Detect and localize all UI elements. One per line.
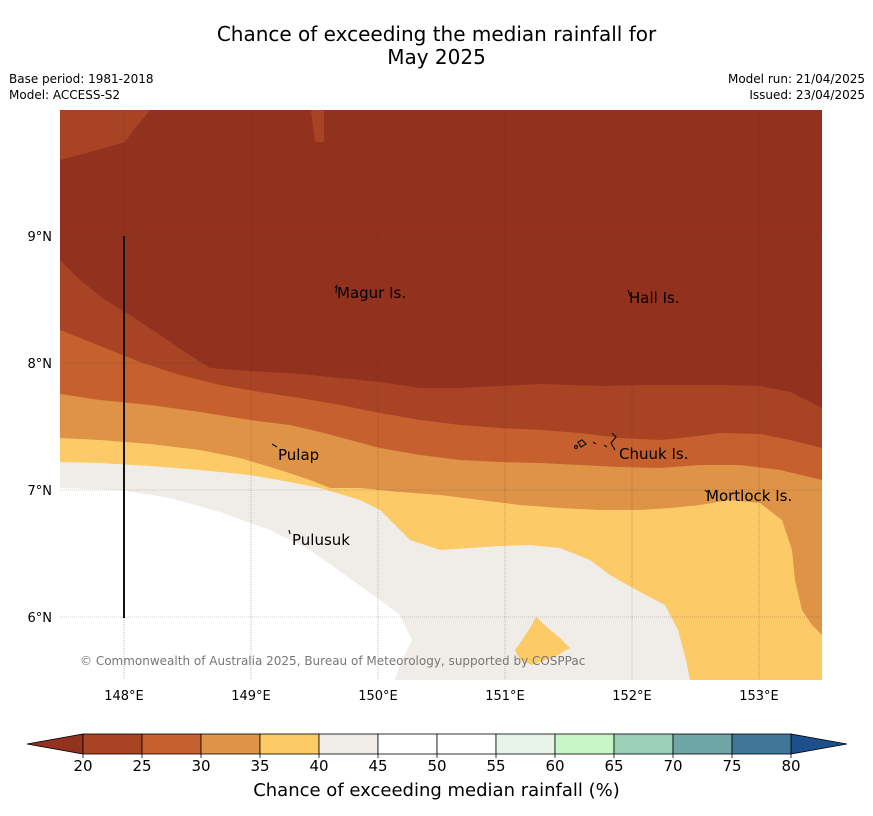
colorbar-segment [82,733,143,755]
colorbar-segment [259,733,320,755]
colorbar-tick-label: 70 [663,757,682,775]
colorbar-tick-label: 50 [427,757,446,775]
longitude-labels: 148°E 149°E 150°E 151°E 152°E 153°E [104,689,779,704]
colorbar-segment [672,733,733,755]
colorbar-segment [731,733,792,755]
band-35-40-blob [515,617,570,665]
lat-tick-label: 6°N [28,611,53,626]
map-title-line2: May 2025 [387,45,486,69]
colorbar-under-arrow [26,733,84,755]
band-45-50 [60,488,412,680]
place-label-chuuk: Chuuk Is. [619,445,688,463]
latitude-labels: 9°N 8°N 7°N 6°N [28,230,53,626]
base-period-text: Base period: 1981-2018 [9,72,154,86]
place-label-mortlock: Mortlock Is. [706,487,792,505]
lat-tick-label: 7°N [28,484,53,499]
band-20-25-corner [60,110,150,158]
metadata-right: Model run: 21/04/2025 Issued: 23/04/2025 [728,71,865,103]
colorbar-over-arrow [790,733,848,755]
colorbar-tick-label: 25 [132,757,151,775]
colorbar-tick-label: 30 [191,757,210,775]
lon-tick-label: 148°E [104,689,144,704]
colorbar-tick-label: 20 [73,757,92,775]
place-label-pulusuk: Pulusuk [292,531,350,549]
place-label-hall: Hall Is. [629,289,680,307]
colorbar-segment [495,733,556,755]
colorbar-tick-label: 60 [545,757,564,775]
colorbar-label: Chance of exceeding median rainfall (%) [253,780,620,801]
metadata-left: Base period: 1981-2018 Model: ACCESS-S2 [9,71,154,103]
lat-tick-label: 8°N [28,357,53,372]
lon-tick-label: 153°E [739,689,779,704]
band-20-25-top [311,110,324,142]
lat-tick-label: 9°N [28,230,53,245]
lon-tick-label: 152°E [612,689,652,704]
colorbar-segment [200,733,261,755]
colorbar-tick-label: 40 [309,757,328,775]
colorbar-tick-label: 35 [250,757,269,775]
colorbar-tick-label: 55 [486,757,505,775]
colorbar-tick-label: 65 [604,757,623,775]
colorbar-segment [318,733,379,755]
colorbar-segment [141,733,202,755]
issued-text: Issued: 23/04/2025 [749,88,865,102]
colorbar-tick-label: 80 [781,757,800,775]
lon-tick-label: 149°E [231,689,271,704]
rainfall-contours [60,110,822,680]
map-title-line1: Chance of exceeding the median rainfall … [216,22,657,46]
colorbar-segment [554,733,615,755]
model-run-text: Model run: 21/04/2025 [727,72,865,86]
rainfall-map: Magur Is. Hall Is. Pulap Chuuk Is. Mortl… [28,110,822,704]
lon-tick-label: 151°E [485,689,525,704]
colorbar-segment [613,733,674,755]
model-text: Model: ACCESS-S2 [9,88,121,102]
copyright-text: © Commonwealth of Australia 2025, Bureau… [80,654,585,668]
band-below-20 [60,110,822,408]
island-shapes [271,284,708,535]
colorbar-segment [377,733,438,755]
place-labels: Magur Is. Hall Is. Pulap Chuuk Is. Mortl… [278,284,792,549]
colorbar-tick-label: 75 [722,757,741,775]
colorbar-tick-label: 45 [368,757,387,775]
place-label-pulap: Pulap [278,446,319,464]
colorbar-segment [436,733,497,755]
graticule [60,110,822,680]
place-label-magur: Magur Is. [337,284,406,302]
lon-tick-label: 150°E [358,689,398,704]
